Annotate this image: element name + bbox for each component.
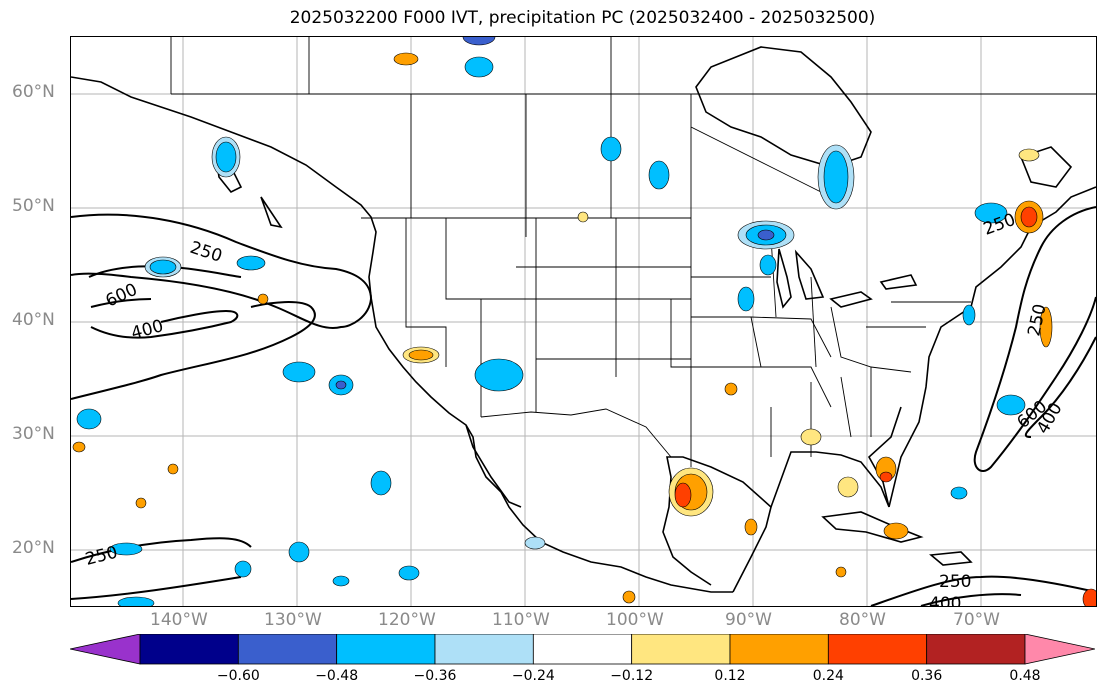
colorbar-segment bbox=[926, 634, 1026, 665]
colorbar-tick-label: −0.48 bbox=[315, 668, 359, 684]
colorbar-tick-label: −0.36 bbox=[413, 668, 457, 684]
lat-label-20: 20°N bbox=[12, 538, 55, 558]
colorbar-tick-label: 0.36 bbox=[911, 668, 943, 684]
map-title: 2025032200 F000 IVT, precipitation PC (2… bbox=[289, 8, 876, 28]
colorbar-segment bbox=[532, 634, 633, 665]
map-canvas: 250 600 400 250 250 250 400 250 600 400 bbox=[71, 37, 1096, 606]
lon-label-100w: 100°W bbox=[606, 610, 664, 630]
lon-label-70w: 70°W bbox=[953, 610, 1000, 630]
ivt-contours bbox=[71, 206, 1096, 606]
precip-negative-areas bbox=[76, 37, 1026, 606]
lat-label-30: 30°N bbox=[12, 424, 55, 444]
colorbar-segment bbox=[434, 634, 534, 665]
colorbar-extend-high bbox=[1024, 634, 1095, 665]
colorbar-tick-label: 0.48 bbox=[1009, 668, 1041, 684]
colorbar-tick-label: −0.60 bbox=[216, 668, 260, 684]
lat-label-40: 40°N bbox=[12, 310, 55, 330]
lat-label-60: 60°N bbox=[12, 82, 55, 102]
borders bbox=[170, 37, 1096, 467]
contour-label-400-west: 400 bbox=[129, 316, 166, 344]
contour-label-400-se: 400 bbox=[929, 594, 961, 606]
lon-label-90w: 90°W bbox=[725, 610, 772, 630]
colorbar bbox=[70, 634, 1095, 665]
colorbar-segment bbox=[139, 634, 239, 665]
lon-label-140w: 140°W bbox=[150, 610, 208, 630]
colorbar-tick-label: −0.12 bbox=[610, 668, 654, 684]
lon-label-80w: 80°W bbox=[839, 610, 886, 630]
colorbar-segment bbox=[336, 634, 436, 665]
lon-label-130w: 130°W bbox=[264, 610, 322, 630]
contour-labels: 250 600 400 250 250 250 400 250 600 400 bbox=[83, 210, 1066, 606]
contour-label-250-west: 250 bbox=[187, 238, 224, 267]
colorbar-segment bbox=[827, 634, 928, 665]
lon-label-120w: 120°W bbox=[378, 610, 436, 630]
colorbar-tick-label: −0.24 bbox=[511, 668, 555, 684]
lon-label-110w: 110°W bbox=[492, 610, 550, 630]
contour-label-600: 600 bbox=[103, 280, 141, 312]
colorbar-segment bbox=[631, 634, 731, 665]
coastlines bbox=[71, 46, 1096, 593]
colorbar-tick-label: 0.24 bbox=[812, 668, 844, 684]
contour-label-250-se: 250 bbox=[939, 572, 971, 592]
graticule bbox=[71, 37, 1096, 606]
contour-label-250-sw: 250 bbox=[83, 543, 119, 570]
colorbar-extend-low bbox=[70, 634, 141, 665]
precip-positive-areas bbox=[72, 52, 1096, 606]
colorbar-segment bbox=[729, 634, 829, 665]
map-panel[interactable]: 250 600 400 250 250 250 400 250 600 400 bbox=[70, 36, 1097, 607]
lat-label-50: 50°N bbox=[12, 196, 55, 216]
colorbar-tick-label: 0.12 bbox=[714, 668, 746, 684]
colorbar-segment bbox=[237, 634, 338, 665]
